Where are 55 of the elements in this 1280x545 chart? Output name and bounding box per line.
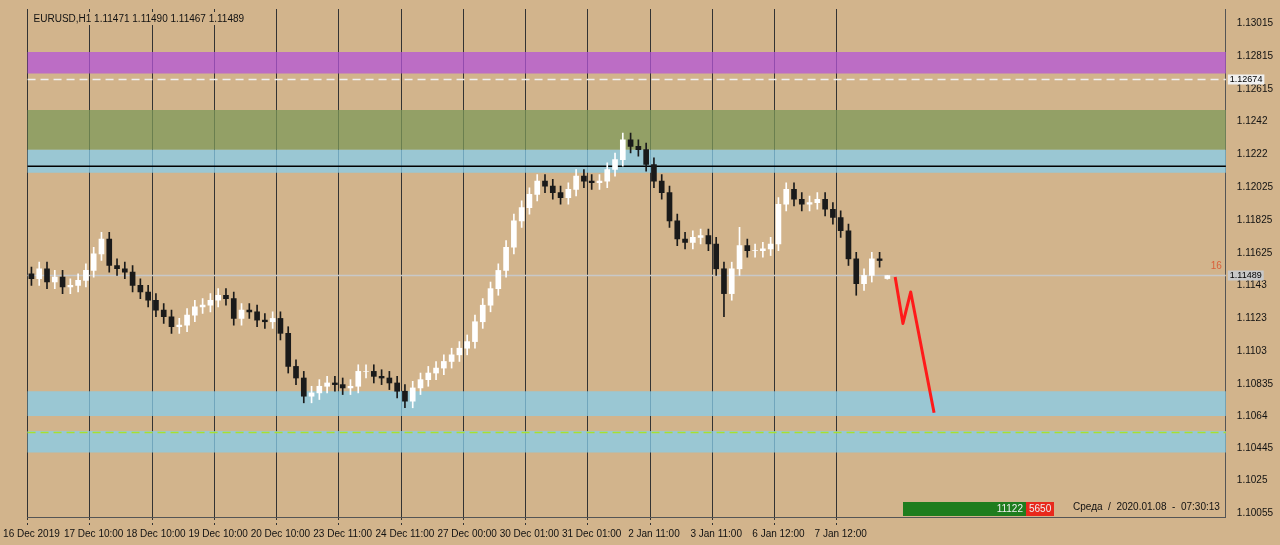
y-tick-label: 1.13015: [1236, 16, 1274, 28]
x-tick-label: 6 Jan 12:00: [752, 527, 806, 539]
chart-title: EURUSD,H1 1.11471 1.11490 1.11467 1.11489: [33, 12, 245, 24]
candlestick: [542, 174, 548, 193]
candlestick: [332, 376, 338, 392]
y-tick-label: 1.10835: [1236, 377, 1274, 389]
counter-box: 5650: [1026, 502, 1054, 516]
y-tick-label: 1.1025: [1236, 474, 1268, 486]
candlestick: [262, 313, 268, 329]
annotation: 16: [1210, 260, 1223, 272]
x-tick-label: 16 Dec 2019: [3, 527, 61, 539]
ref-line-label: 1.11489: [1229, 270, 1262, 281]
y-tick-label: 1.12615: [1236, 83, 1274, 94]
candlestick: [51, 270, 58, 289]
annotation: Среда / 2020.01.08 - 07:30:13: [1073, 500, 1221, 512]
x-tick-label: 20 Dec 10:00: [250, 527, 311, 539]
x-tick-label: 27 Dec 00:00: [437, 527, 498, 539]
candlestick: [581, 169, 587, 189]
y-tick-label: 1.12815: [1236, 49, 1274, 61]
candlestick: [223, 288, 229, 306]
x-tick-label: 31 Dec 01:00: [561, 527, 622, 539]
candlestick: [114, 258, 120, 276]
y-tick-label: 1.1242: [1236, 115, 1268, 127]
y-tick-label: 1.1222: [1236, 148, 1268, 160]
y-tick-label: 1.11825: [1236, 213, 1273, 225]
x-tick-label: 24 Dec 11:00: [375, 527, 435, 539]
y-tick-label: 1.10445: [1236, 442, 1274, 454]
candlestick: [760, 241, 766, 258]
y-tick-label: 1.10055: [1236, 506, 1274, 518]
y-tick-label: 1.1123: [1236, 312, 1268, 324]
candlestick: [752, 243, 758, 258]
ref-line-label: 1.12674: [1229, 73, 1263, 84]
x-tick-label: 2 Jan 11:00: [628, 527, 681, 539]
counter-box: 11122: [903, 502, 1026, 516]
x-tick-label: 18 Dec 10:00: [126, 527, 187, 539]
candlestick: [682, 232, 688, 250]
x-tick-label: 30 Dec 01:00: [499, 527, 560, 539]
y-tick-label: 1.1143: [1236, 279, 1268, 291]
y-tick-label: 1.12025: [1236, 180, 1274, 192]
y-tick-label: 1.11625: [1236, 246, 1273, 258]
candlestick: [176, 318, 183, 334]
candlestick: [324, 376, 330, 394]
candlestick: [246, 303, 253, 319]
candlestick: [433, 361, 439, 380]
x-tick-label: 19 Dec 10:00: [188, 527, 249, 539]
x-tick-label: 17 Dec 10:00: [63, 527, 124, 539]
candlestick: [339, 377, 346, 395]
candlestick: [363, 364, 369, 379]
candlestick: [121, 261, 128, 280]
y-tick-label: 1.1103: [1236, 345, 1268, 357]
candlestick: [588, 174, 595, 190]
y-tick-label: 1.1064: [1236, 409, 1268, 421]
x-tick-label: 7 Jan 12:00: [814, 527, 868, 539]
x-tick-label: 3 Jan 11:00: [690, 527, 743, 539]
x-tick-label: 23 Dec 11:00: [313, 527, 373, 539]
